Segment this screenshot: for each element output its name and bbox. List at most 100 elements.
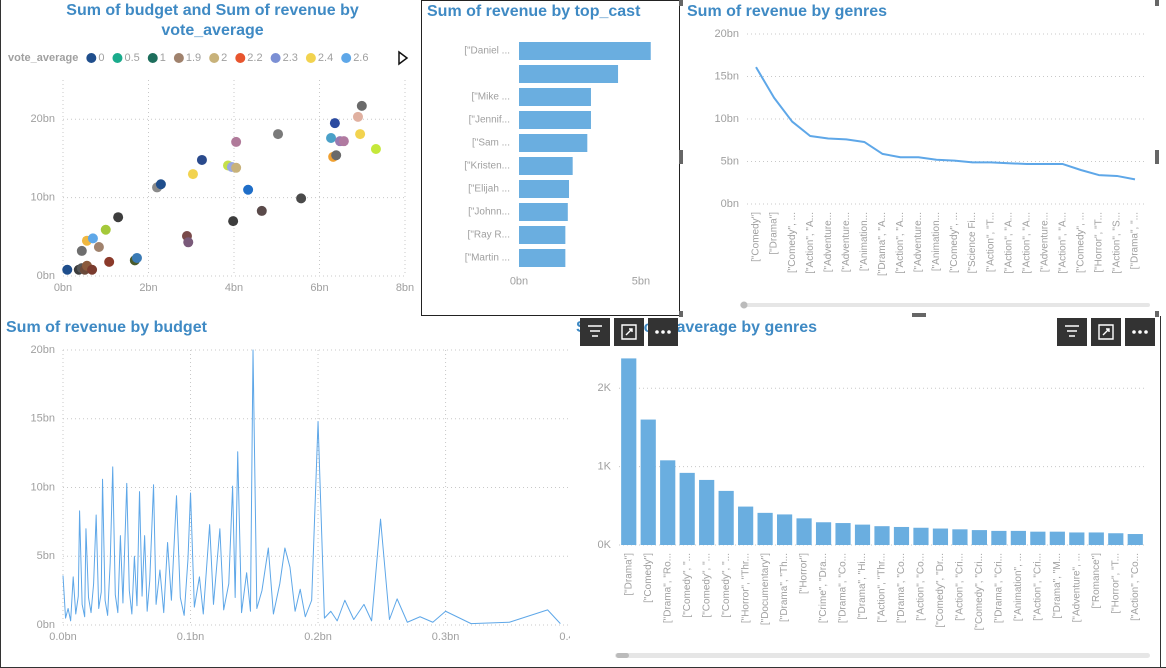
x-category-label: ["Action", "Cri...: [955, 553, 966, 621]
x-category-label: ["Drama", "Co...: [838, 553, 849, 623]
resize-handle[interactable]: [679, 0, 683, 6]
scatter-point: [329, 118, 340, 129]
bar: [679, 472, 695, 545]
x-category-label: ["Drama", "Th...: [779, 553, 790, 622]
resize-handle[interactable]: [1155, 311, 1159, 317]
x-category-label: ["Action", "S...: [1112, 212, 1123, 274]
x-category-label: ["Adventure", ...: [1071, 553, 1082, 622]
scatter-point: [87, 233, 98, 244]
x-category-label: ["Adventure...: [913, 212, 924, 272]
resize-handle[interactable]: [1155, 0, 1159, 6]
bar: [874, 526, 890, 545]
y-tick-label: 15bn: [31, 413, 55, 425]
scatter-point: [356, 100, 367, 111]
x-category-label: ["Comedy", "...: [682, 553, 693, 618]
legend-label: 2.3: [283, 52, 298, 64]
legend-marker: [147, 53, 158, 63]
y-tick-label: 0bn: [37, 619, 55, 631]
x-category-label: ["Comedy", "...: [701, 553, 712, 618]
scatter-point: [131, 252, 142, 263]
y-tick-label: 10bn: [715, 113, 739, 125]
legend-marker: [305, 53, 316, 63]
chart-panel: 0bn 5bn ["Daniel ... ["Mike ... ["Jennif... […: [427, 3, 651, 287]
bar: [835, 523, 851, 545]
x-tick-label: 8bn: [396, 282, 414, 294]
bar: [519, 88, 591, 106]
scatter-point: [62, 264, 73, 275]
scrollbar-thumb[interactable]: [740, 301, 748, 309]
scatter-point: [183, 237, 194, 248]
legend-label: 2.6: [353, 52, 368, 64]
scatter-point: [76, 245, 87, 256]
bar: [519, 65, 619, 83]
bar: [519, 226, 566, 244]
y-category-label: ["Martin ...: [465, 253, 510, 264]
x-category-label: ["Adventure...: [841, 212, 852, 272]
resize-handle[interactable]: [912, 313, 926, 317]
x-category-label: ["Comedy", ...: [787, 212, 798, 273]
x-category-label: ["Documentary"]: [760, 553, 771, 625]
scatter-point: [231, 136, 242, 147]
resize-handle[interactable]: [1155, 150, 1159, 164]
scatter-point: [228, 216, 239, 227]
x-category-label: ["Comedy", "...: [721, 553, 732, 618]
scatter-point: [87, 264, 98, 275]
bar: [519, 157, 573, 175]
x-category-label: ["Horror", "T...: [1110, 553, 1121, 614]
x-category-label: ["Action", "T...: [985, 212, 996, 272]
legend-marker: [235, 53, 246, 63]
x-tick-label: 0.3bn: [432, 631, 460, 643]
resize-handle[interactable]: [679, 150, 683, 164]
x-category-label: ["Comedy", ...: [949, 212, 960, 273]
y-category-label: ["Mike ...: [471, 92, 510, 103]
x-category-label: ["Adventure...: [1039, 212, 1050, 272]
legend-marker: [86, 53, 97, 63]
x-category-label: ["Comedy"]: [643, 553, 654, 603]
bar: [913, 527, 929, 545]
filter-button[interactable]: [1057, 318, 1087, 346]
y-category-label: ["Kristen...: [464, 161, 510, 172]
x-category-label: ["Action", "Cri...: [1032, 553, 1043, 621]
x-category-label: ["Drama", "Ro...: [662, 553, 673, 623]
y-tick-label: 15bn: [715, 70, 739, 82]
resize-handle[interactable]: [679, 311, 683, 317]
chart-title: Sum of revenue by genres: [687, 3, 887, 20]
scatter-point: [231, 162, 242, 173]
x-category-label: ["Action", "A...: [895, 212, 906, 274]
filter-icon: [1065, 325, 1079, 337]
bar: [718, 490, 734, 545]
chart-title: Sum of revenue by budget: [6, 319, 208, 336]
scatter-point: [338, 136, 349, 147]
x-category-label: ["Animation", ...: [1013, 553, 1024, 621]
legend-marker: [341, 53, 352, 63]
bar: [519, 203, 568, 221]
x-category-label: ["Drama"]: [769, 212, 780, 255]
scatter-point: [196, 154, 207, 165]
x-category-label: ["Drama", "Co...: [896, 553, 907, 623]
more-dot: [661, 330, 665, 334]
scatter-point: [113, 212, 124, 223]
scatter-point: [355, 129, 366, 140]
legend-marker: [112, 53, 123, 63]
y-category-label: ["Daniel ...: [464, 46, 510, 57]
filter-button[interactable]: [580, 318, 610, 346]
x-category-label: ["Crime", "Dra...: [818, 553, 829, 623]
x-category-label: ["Comedy", "Cri...: [974, 553, 985, 630]
x-category-label: ["Action", "Co...: [916, 553, 927, 621]
line: [62, 349, 561, 625]
legend-label: 2.2: [247, 52, 262, 64]
x-tick-label: 0.2bn: [304, 631, 332, 643]
scrollbar-thumb[interactable]: [616, 653, 629, 658]
x-tick-label: 0.0bn: [49, 631, 77, 643]
y-tick-label: 1K: [598, 461, 612, 473]
scrollbar[interactable]: [615, 653, 1150, 658]
bar: [952, 529, 968, 545]
chart-panel: 0bn 5bn 10bn 15bn 20bn 0.0bn 0.1bn 0.2bn 0.3bn 0.…: [6, 319, 570, 643]
x-category-label: ["Drama", "M...: [1052, 553, 1063, 619]
chart-title: Sum of vote_average by genres: [576, 319, 817, 336]
x-tick-label: 5bn: [632, 275, 650, 287]
x-category-label: ["Animation...: [859, 212, 870, 271]
x-category-label: ["Action", "A...: [1021, 212, 1032, 274]
scrollbar[interactable]: [740, 303, 1150, 307]
